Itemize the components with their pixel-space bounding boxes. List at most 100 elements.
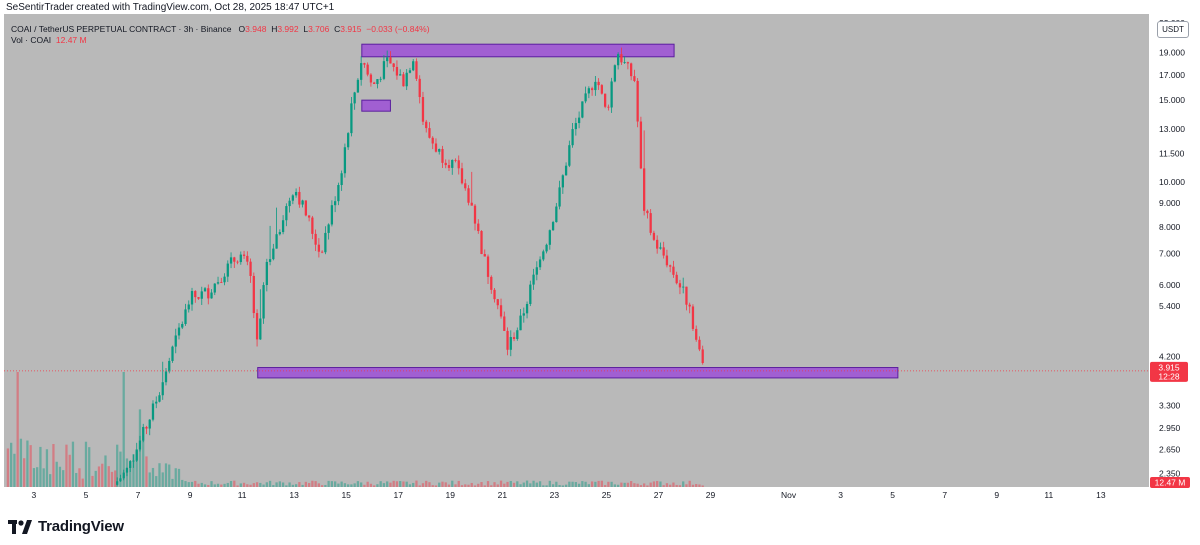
legend-close-label: C (334, 24, 341, 34)
volume-bar (408, 484, 412, 487)
volume-bar (698, 484, 701, 487)
candle-body (630, 63, 633, 77)
candle-body (177, 327, 181, 336)
price-axis[interactable] (1149, 14, 1200, 487)
candle-body (129, 461, 132, 468)
time-tick-label: 13 (1096, 490, 1106, 500)
time-tick-label: 5 (84, 490, 89, 500)
volume-bar (493, 482, 496, 487)
volume-bar (636, 483, 639, 487)
volume-bar (522, 482, 525, 487)
volume-bar (415, 480, 418, 487)
volume-bar (646, 485, 649, 487)
candle-body (278, 232, 281, 235)
candle-body (503, 316, 506, 331)
volume-bar (438, 482, 441, 487)
candle-body (125, 467, 129, 473)
volume-bar (431, 485, 434, 487)
volume-bar (516, 481, 519, 487)
candle-body (551, 222, 555, 231)
candle-body (496, 299, 499, 306)
volume-bar (29, 445, 32, 487)
candle-body (187, 304, 190, 310)
candle-body (272, 248, 275, 260)
candle-body (477, 223, 480, 232)
volume-bar (62, 470, 65, 487)
candle-body (213, 283, 216, 293)
time-tick-label: 9 (188, 490, 193, 500)
volume-bar (402, 481, 405, 487)
candle-body (194, 291, 197, 298)
candle-body (493, 289, 496, 300)
volume-bar (26, 440, 29, 487)
volume-bar (343, 483, 347, 487)
candle-body (525, 303, 529, 314)
candle-body (695, 328, 698, 340)
candle-body (281, 220, 285, 233)
candle-body (584, 93, 587, 102)
candle-body (428, 128, 431, 138)
volume-bar (610, 481, 613, 487)
currency-button[interactable]: USDT (1157, 21, 1189, 38)
volume-bar (587, 484, 590, 487)
legend-volume-label[interactable]: Vol · COAI (11, 35, 52, 45)
volume-bar (65, 444, 68, 487)
candle-body (402, 74, 405, 87)
time-tick-label: Nov (781, 490, 797, 500)
volume-bar (177, 468, 181, 487)
candle-body (181, 324, 184, 328)
volume-bar (200, 482, 203, 487)
candle-body (603, 93, 607, 107)
candle-body (545, 244, 548, 252)
price-tick-label: 2.950 (1159, 423, 1181, 433)
legend-symbol[interactable]: COAI / TetherUS PERPETUAL CONTRACT · 3h … (11, 24, 232, 34)
volume-bar (548, 480, 551, 487)
volume-bar (490, 485, 493, 487)
candle-body (577, 117, 581, 124)
volume-bar (350, 484, 353, 487)
candle-body (320, 251, 324, 253)
candle-body (369, 74, 373, 83)
time-axis[interactable] (4, 487, 1149, 500)
candle-body (255, 313, 259, 340)
volume-bar (161, 472, 164, 487)
volume-bar (187, 482, 190, 487)
tradingview-logo[interactable]: TradingView (8, 518, 124, 535)
volume-bar (190, 481, 194, 487)
candle-body (646, 210, 649, 214)
volume-bar (499, 480, 503, 487)
volume-bar (197, 483, 200, 487)
volume-badge-value: 12.47 M (1155, 478, 1186, 488)
volume-bar (519, 484, 522, 487)
candle-body (438, 149, 441, 152)
volume-bar (278, 481, 281, 487)
candle-body (597, 81, 600, 86)
candle-body (301, 200, 304, 205)
volume-bar (503, 483, 506, 487)
volume-bar (233, 480, 236, 487)
price-tick-label: 4.200 (1159, 352, 1181, 362)
price-tick-label: 2.650 (1159, 444, 1181, 454)
volume-bar (623, 482, 626, 487)
chart-pane[interactable] (4, 14, 1149, 487)
candle-body (366, 64, 369, 75)
volume-bar (291, 484, 294, 487)
volume-bar (366, 481, 369, 487)
price-tick-label: 9.000 (1159, 198, 1181, 208)
volume-bar (597, 480, 600, 487)
candle-body (229, 257, 233, 264)
volume-bar (68, 454, 71, 487)
volume-bar (135, 450, 138, 487)
volume-bar (620, 482, 623, 487)
volume-bar (630, 481, 633, 487)
time-tick-label: 7 (942, 490, 947, 500)
volume-bar (386, 481, 389, 487)
volume-bar (392, 480, 395, 487)
volume-bar (434, 485, 438, 487)
volume-bar (101, 463, 104, 487)
volume-bar (379, 481, 382, 487)
volume-bar (470, 482, 473, 487)
volume-bar (36, 467, 39, 487)
volume-bar (525, 480, 529, 487)
volume-bar (281, 482, 285, 487)
